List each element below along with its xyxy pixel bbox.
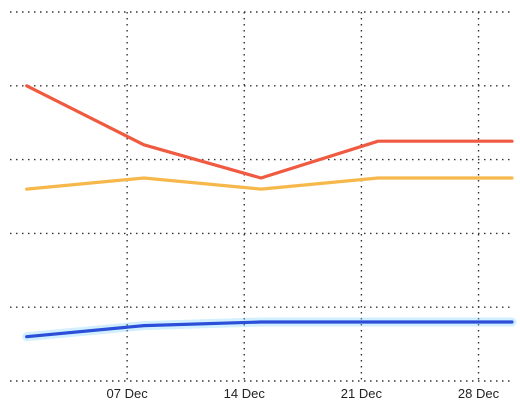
series-0-line <box>25 84 514 180</box>
x-tick-label-2: 21 Dec <box>341 386 383 401</box>
x-axis-ticks: 07 Dec 14 Dec 21 Dec 28 Dec <box>107 386 500 401</box>
x-tick-label-3: 28 Dec <box>458 386 500 401</box>
series-1-line <box>25 176 514 191</box>
x-tick-label-0: 07 Dec <box>107 386 149 401</box>
series-2-line <box>25 320 514 339</box>
x-tick-label-1: 14 Dec <box>224 386 266 401</box>
grid <box>10 11 512 382</box>
series-group <box>22 84 517 342</box>
